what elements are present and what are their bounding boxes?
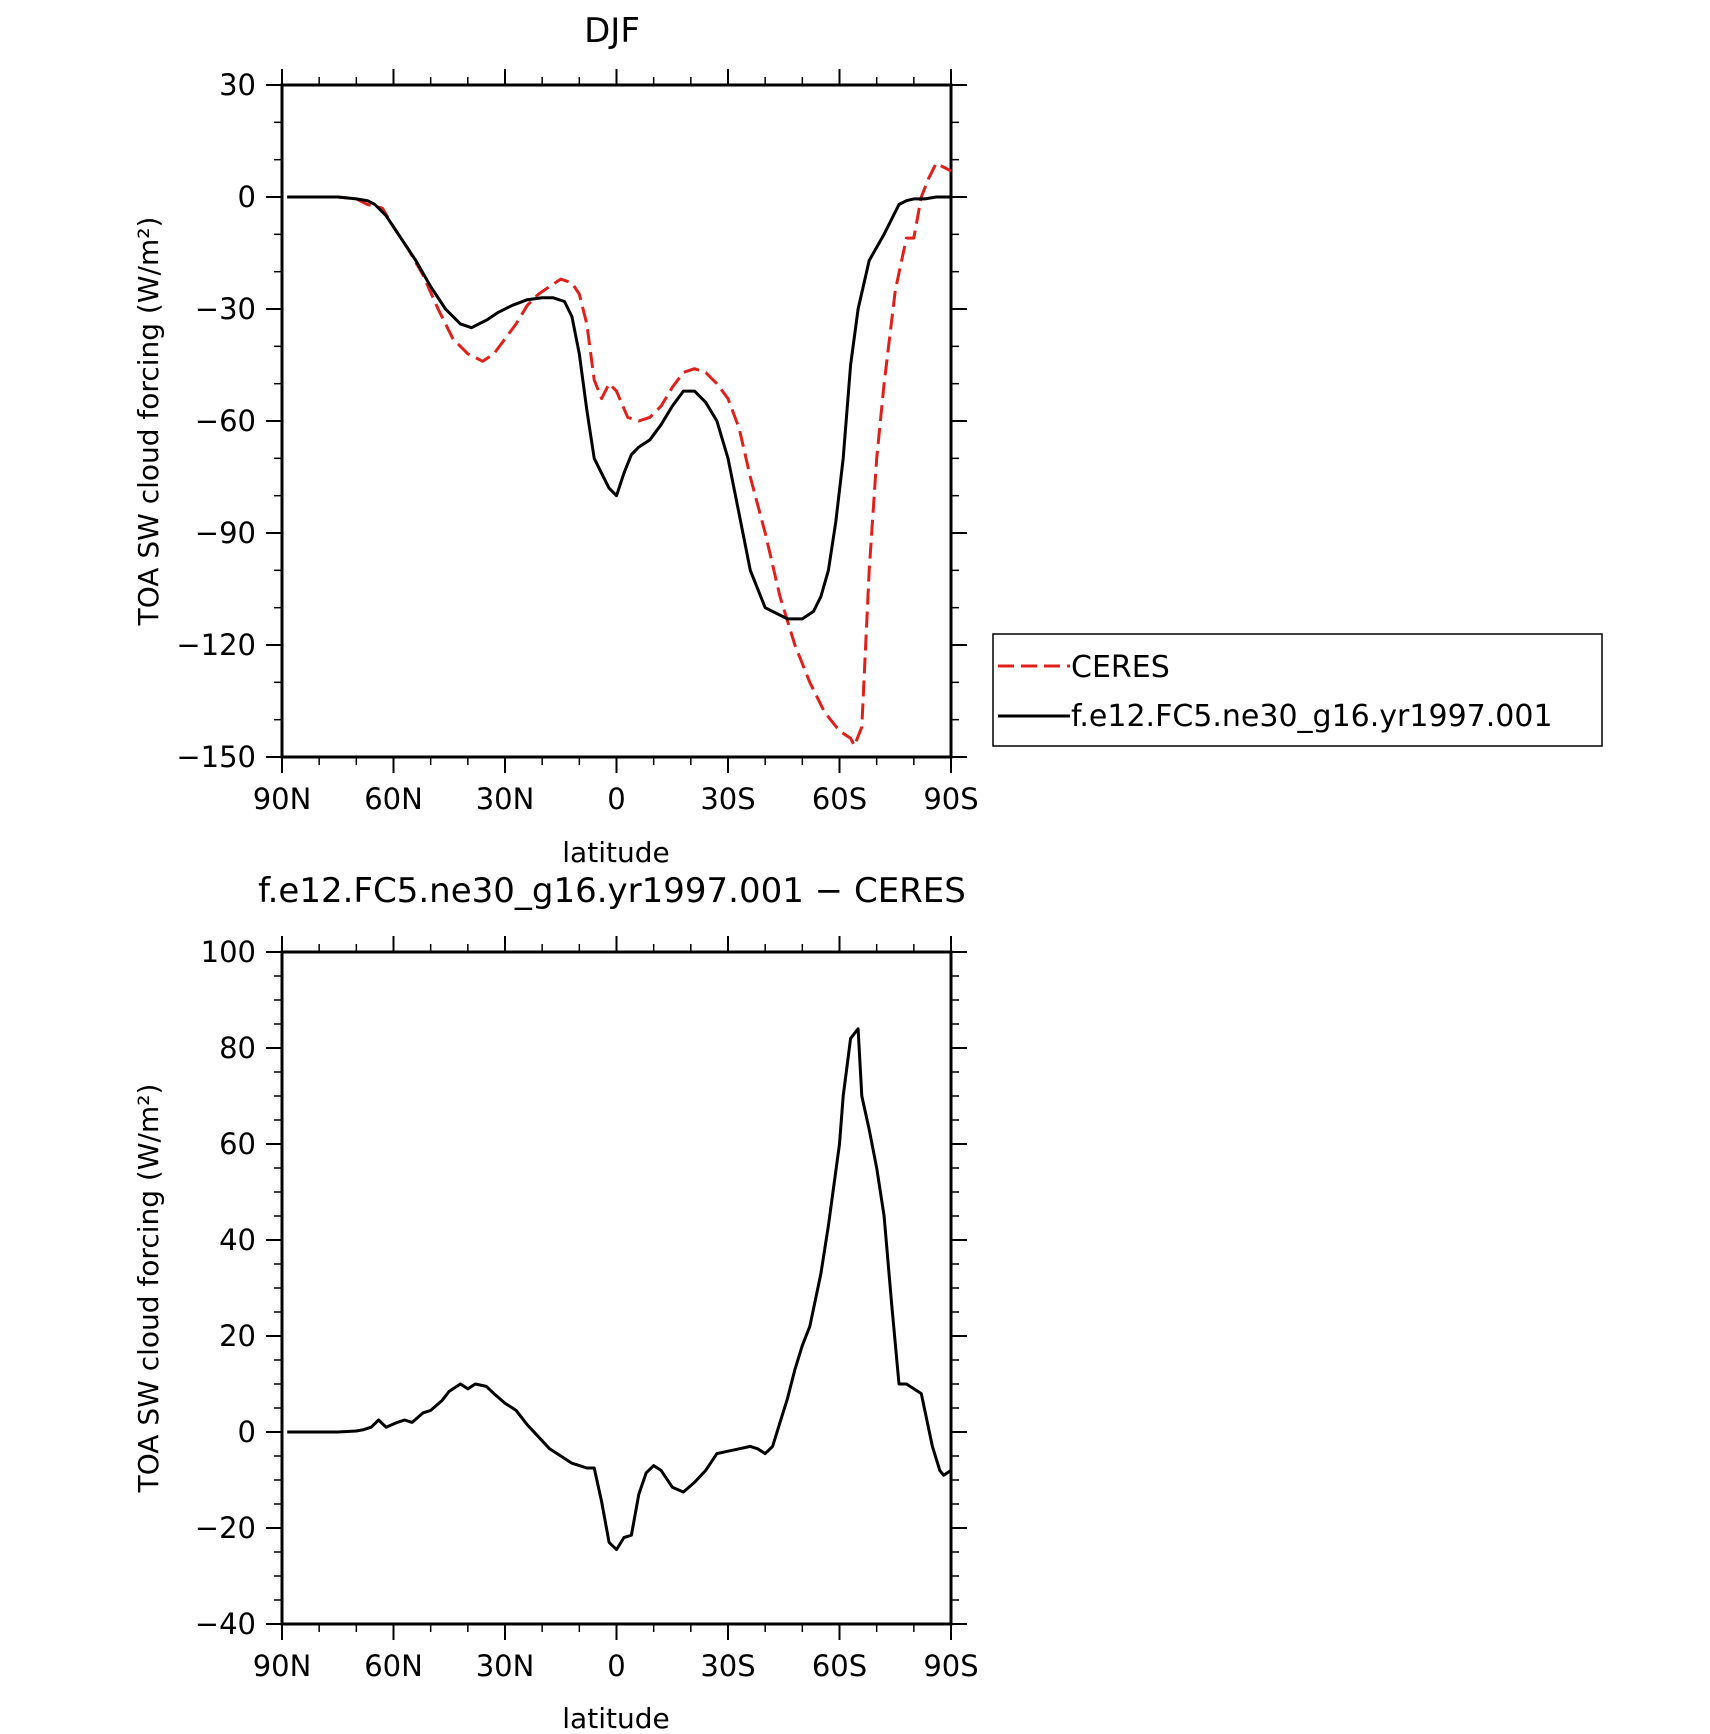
bottom-x-axis-title: latitude: [562, 1702, 669, 1734]
x-tick-label: 30N: [476, 782, 535, 816]
y-tick-label: −20: [195, 1511, 256, 1545]
top-x-axis-title: latitude: [562, 836, 669, 869]
y-tick-label: −30: [195, 292, 256, 326]
bottom-y-axis-title: TOA SW cloud forcing (W/m²): [132, 1084, 165, 1494]
model-series-line: [287, 195, 951, 621]
x-tick-label: 30S: [700, 1649, 755, 1683]
bottom-plot-frame: [280, 950, 953, 1626]
y-tick-label: 100: [201, 935, 256, 969]
top-x-tick-labels: 90N 60N 30N 0 30S 60S 90S: [253, 782, 979, 816]
top-series-group: [287, 161, 952, 748]
x-tick-label: 0: [607, 1649, 625, 1683]
bottom-series-group: [287, 1027, 952, 1552]
x-tick-label: 60N: [364, 1649, 423, 1683]
top-panel-title: DJF: [584, 11, 640, 51]
y-tick-label: −150: [176, 740, 256, 774]
y-tick-label: 60: [219, 1127, 256, 1161]
x-tick-label: 0: [607, 782, 625, 816]
top-y-tick-labels: 30 0 −30 −60 −90 −120 −150: [176, 68, 256, 774]
x-tick-label: 60S: [812, 1649, 867, 1683]
bottom-y-tick-labels: 100 80 60 40 20 0 −20 −40: [195, 935, 256, 1641]
legend-ceres-label: CERES: [1071, 650, 1170, 685]
y-tick-label: −40: [195, 1607, 256, 1641]
x-tick-label: 60N: [364, 782, 423, 816]
top-y-axis-title: TOA SW cloud forcing (W/m²): [132, 217, 165, 627]
y-tick-label: 0: [238, 180, 256, 214]
y-tick-label: 40: [219, 1223, 256, 1257]
y-tick-label: −90: [195, 516, 256, 550]
x-tick-label: 90N: [253, 782, 312, 816]
ceres-series-line: [287, 161, 952, 748]
top-ticks: [266, 69, 967, 773]
y-tick-label: −120: [176, 628, 256, 662]
x-tick-label: 30S: [700, 782, 755, 816]
bottom-panel: f.e12.FC5.ne30_g16.yr1997.001 − CERES 10…: [132, 871, 979, 1734]
x-tick-label: 30N: [476, 1649, 535, 1683]
y-tick-label: 0: [238, 1415, 256, 1449]
bottom-panel-title: f.e12.FC5.ne30_g16.yr1997.001 − CERES: [258, 871, 966, 911]
legend-model-label: f.e12.FC5.ne30_g16.yr1997.001: [1071, 699, 1553, 734]
bottom-x-tick-labels: 90N 60N 30N 0 30S 60S 90S: [253, 1649, 979, 1683]
y-tick-label: 30: [219, 68, 256, 102]
x-tick-label: 60S: [812, 782, 867, 816]
top-panel: DJF 30 0 −30 −60 −90 −120 −150 90N 60N 30N 0 30S 60…: [132, 11, 1603, 869]
top-plot-frame: [280, 83, 953, 759]
y-tick-label: −60: [195, 404, 256, 438]
x-tick-label: 90S: [923, 782, 978, 816]
x-tick-label: 90S: [923, 1649, 978, 1683]
y-tick-label: 80: [219, 1031, 256, 1065]
x-tick-label: 90N: [253, 1649, 312, 1683]
legend: CERES f.e12.FC5.ne30_g16.yr1997.001: [992, 633, 1603, 747]
legend-box: [992, 633, 1603, 747]
difference-series-line: [287, 1027, 952, 1552]
y-tick-label: 20: [219, 1319, 256, 1353]
bottom-ticks: [266, 936, 967, 1640]
